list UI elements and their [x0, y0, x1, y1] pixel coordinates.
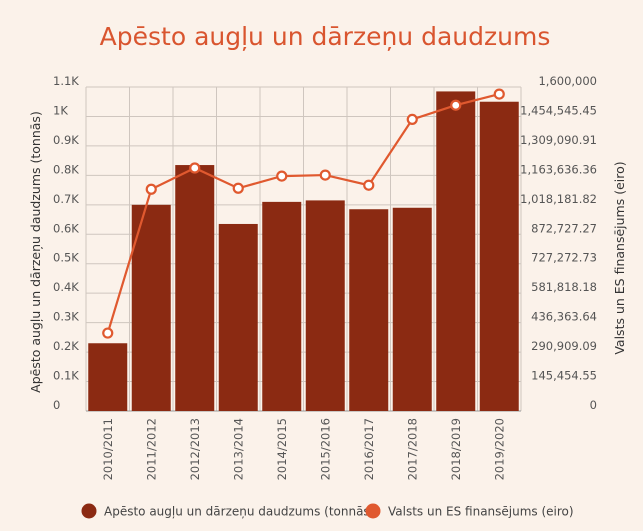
line-point	[450, 99, 462, 111]
x-tick-label: 2017/2018	[405, 418, 419, 480]
y-tick-label-left: 0.9K	[53, 133, 79, 147]
bar	[349, 209, 389, 411]
left-axis-ticks: 0 0.1K 0.2K 0.3K 0.4K 0.5K 0.6K 0.7K 0.8K 0.9K 1K 1…	[53, 74, 79, 412]
x-tick-label: 2011/2012	[144, 418, 158, 480]
series-line	[106, 93, 500, 334]
line-point	[276, 170, 288, 182]
bar	[436, 91, 476, 411]
bar	[392, 207, 432, 411]
y-tick-label-right: 1,163,636.36	[520, 162, 597, 176]
line-point	[406, 113, 418, 126]
x-tick-label: 2016/2017	[362, 418, 376, 480]
funding-line	[102, 88, 505, 339]
y-tick-label-left: 0.8K	[53, 162, 79, 176]
x-tick-label: 2019/2020	[492, 418, 506, 480]
y-tick-label-right: 1,018,181.82	[520, 192, 597, 206]
x-tick-label: 2015/2016	[318, 418, 332, 480]
y-tick-label-right: 436,363.64	[531, 310, 597, 324]
y-tick-label-left: 1.1K	[53, 74, 79, 88]
bar	[175, 165, 215, 411]
x-tick-label: 2012/2013	[188, 418, 202, 480]
y-tick-label-right: 0	[590, 398, 597, 412]
y-tick-label-right: 727,272.73	[531, 251, 597, 265]
y-tick-label-right: 1,454,545.45	[520, 103, 597, 117]
x-tick-label: 2014/2015	[275, 418, 289, 480]
legend-label-line: Valsts un ES finansējums (eiro)	[388, 505, 574, 519]
line-point	[189, 162, 201, 174]
y-tick-label-left: 0.5K	[53, 251, 79, 265]
y-axis-label-right: Valsts un ES finansējums (eiro)	[612, 161, 627, 354]
chart-title: Apēsto augļu un dārzeņu daudzums	[100, 22, 551, 51]
line-point	[363, 179, 375, 191]
line-point	[232, 182, 244, 194]
legend: Apēsto augļu un dārzeņu daudzums (tonnās…	[81, 503, 574, 519]
legend-label-bars: Apēsto augļu un dārzeņu daudzums (tonnās…	[104, 505, 374, 519]
y-tick-label-left: 0.1K	[53, 369, 79, 383]
y-tick-label-left: 0.3K	[53, 310, 79, 324]
bar	[305, 200, 345, 411]
bar	[218, 223, 258, 411]
y-tick-label-right: 290,909.09	[531, 339, 597, 353]
x-tick-label: 2013/2014	[231, 418, 245, 480]
right-axis-ticks: 0 145,454.55 290,909.09 436,363.64 581,818.1…	[520, 74, 597, 412]
line-point	[319, 169, 331, 181]
y-tick-label-left: 0.7K	[53, 192, 79, 206]
y-tick-label-left: 1K	[53, 103, 68, 117]
line-point	[102, 327, 114, 339]
y-tick-label-right: 872,727.27	[531, 221, 597, 235]
y-tick-label-left: 0	[53, 398, 60, 412]
x-tick-label: 2018/2019	[449, 418, 463, 480]
bar	[479, 101, 519, 412]
bar	[131, 204, 171, 411]
y-tick-label-right: 1,309,090.91	[520, 133, 597, 147]
y-tick-label-right: 145,454.55	[531, 369, 597, 383]
legend-swatch-bars	[81, 503, 97, 519]
bar	[262, 201, 302, 411]
x-tick-label: 2010/2011	[101, 418, 115, 480]
legend-swatch-line	[365, 503, 381, 519]
line-point	[145, 183, 157, 195]
bar	[88, 343, 128, 411]
y-axis-label-left: Apēsto augļu un dārzeņu daudzums (tonnās…	[28, 111, 43, 393]
line-point	[493, 88, 505, 100]
x-axis-ticks: 2010/2011 2011/2012 2012/2013 2013/2014 2014…	[101, 418, 507, 480]
y-tick-label-right: 581,818.18	[531, 280, 597, 294]
y-tick-label-right: 1,600,000	[538, 74, 597, 88]
y-tick-label-left: 0.2K	[53, 339, 79, 353]
bars	[88, 91, 519, 412]
y-tick-label-left: 0.6K	[53, 221, 79, 235]
y-tick-label-left: 0.4K	[53, 280, 79, 294]
